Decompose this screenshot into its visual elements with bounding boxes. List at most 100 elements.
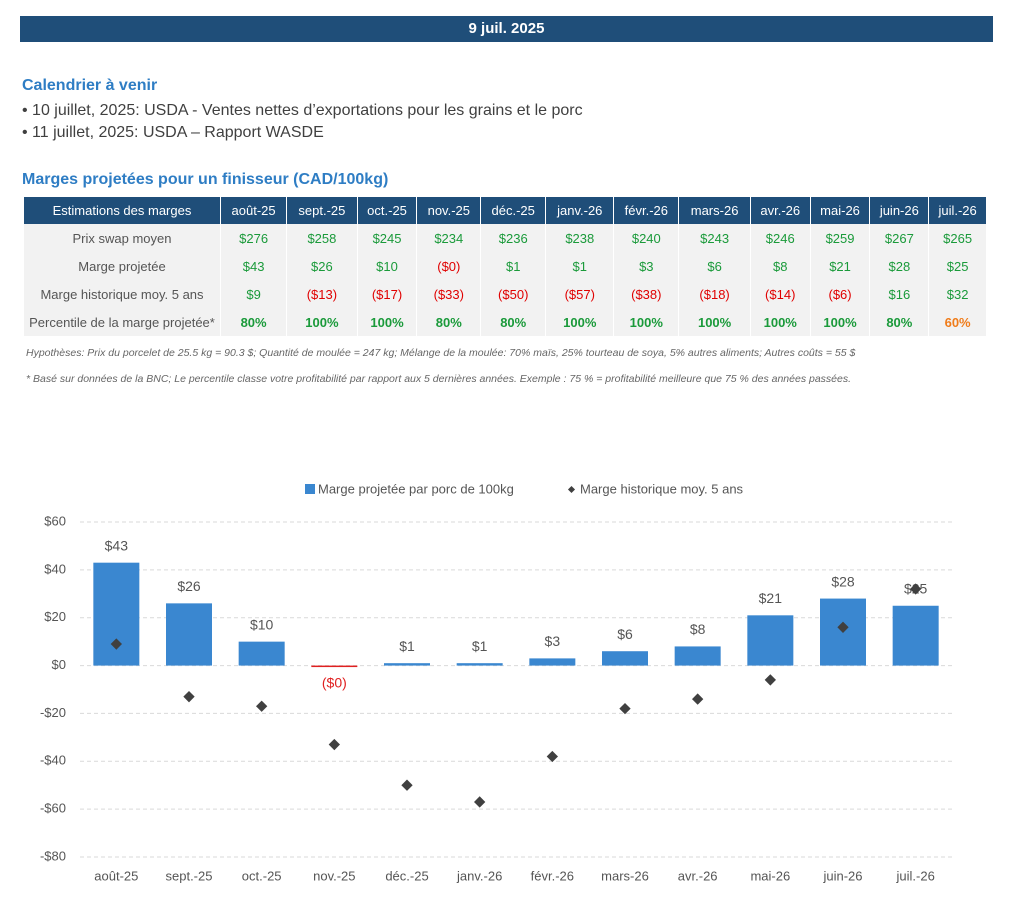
table-cell: $1: [480, 252, 547, 280]
calendar-list: 10 juillet, 2025: USDA - Ventes nettes d…: [22, 100, 583, 144]
calendar-title: Calendrier à venir: [22, 77, 158, 94]
table-cell: 100%: [545, 308, 615, 336]
table-cell: $240: [613, 224, 680, 252]
bar: [602, 651, 648, 666]
table-cell: 100%: [810, 308, 871, 336]
calendar-item: 10 juillet, 2025: USDA - Ventes nettes d…: [22, 100, 583, 122]
x-tick-label: mai-26: [750, 868, 790, 883]
table-cell: 100%: [613, 308, 680, 336]
data-label: $1: [472, 638, 488, 654]
table-cell: 80%: [869, 308, 930, 336]
table-cell: ($57): [545, 280, 615, 308]
point: [474, 796, 486, 808]
legend-marker: [567, 485, 576, 494]
bar: [166, 603, 212, 666]
table-cell: ($14): [750, 280, 811, 308]
table-row: Percentile de la marge projetée* 80% 100% 1…: [24, 308, 987, 336]
table-cell: 80%: [480, 308, 547, 336]
bar: [384, 663, 430, 666]
table-cell: 100%: [357, 308, 418, 336]
data-label: ($0): [322, 674, 347, 690]
y-tick-label: $0: [52, 657, 66, 672]
table-cell: $234: [416, 224, 482, 252]
x-tick-label: janv.-26: [456, 868, 502, 883]
row-label: Prix swap moyen: [24, 224, 221, 252]
data-label: $26: [177, 578, 201, 594]
table-cell: $246: [750, 224, 811, 252]
footnote: * Basé sur données de la BNC; Le percent…: [26, 373, 852, 385]
column-header: oct.-25: [357, 197, 418, 224]
y-tick-label: -$80: [40, 848, 66, 863]
table-cell: $243: [678, 224, 751, 252]
table-cell: ($13): [286, 280, 358, 308]
point: [256, 700, 268, 712]
table-cell: ($17): [357, 280, 418, 308]
data-label: $3: [545, 633, 561, 649]
y-tick-label: $20: [44, 609, 66, 624]
point: [183, 691, 195, 703]
x-tick-label: déc.-25: [385, 868, 428, 883]
x-tick-label: avr.-26: [678, 868, 718, 883]
row-label: Marge historique moy. 5 ans: [24, 280, 221, 308]
table-cell: ($18): [678, 280, 751, 308]
table-cell: ($6): [810, 280, 871, 308]
table-row: Marge historique moy. 5 ans $9 ($13) ($17)(…: [24, 280, 987, 308]
x-tick-label: févr.-26: [531, 868, 574, 883]
table-cell: $267: [869, 224, 930, 252]
point: [401, 779, 413, 791]
x-tick-label: oct.-25: [242, 868, 282, 883]
table-cell: $258: [286, 224, 358, 252]
y-tick-label: -$60: [40, 801, 66, 816]
data-label: $8: [690, 621, 706, 637]
chart: -$80 -$60 -$40 -$20 $0 $20 $40 $60 août-25 sept.-…: [40, 481, 952, 883]
table-cell: $3: [613, 252, 680, 280]
column-header: févr.-26: [613, 197, 680, 224]
header-row: Estimations des marges août-25 sept.-25 oct…: [24, 197, 987, 224]
point: [692, 693, 704, 705]
column-header: mars-26: [678, 197, 751, 224]
column-header: mai-26: [810, 197, 871, 224]
legend-marker: [305, 484, 315, 494]
table-cell: ($38): [613, 280, 680, 308]
table-cell: $265: [928, 224, 987, 252]
table-cell: ($50): [480, 280, 547, 308]
table-cell: $25: [928, 252, 987, 280]
x-tick-label: juil.-26: [896, 868, 935, 883]
table-cell: $238: [545, 224, 615, 252]
data-label: $21: [759, 590, 783, 606]
table-cell: 60%: [928, 308, 987, 336]
bar: [674, 646, 721, 666]
table-cell: 100%: [678, 308, 751, 336]
point: [764, 674, 776, 686]
table-cell: $6: [678, 252, 751, 280]
point: [619, 702, 631, 715]
table-cell: ($0): [416, 252, 482, 280]
table-cell: $236: [480, 224, 547, 252]
column-header: Estimations des marges: [24, 197, 221, 224]
data-label: $10: [250, 616, 274, 632]
table-cell: $259: [810, 224, 871, 252]
table-cell: $1: [545, 252, 615, 280]
bar: [93, 562, 140, 666]
x-tick-label: juin-26: [822, 868, 862, 883]
table-row: Prix swap moyen $276 $258 $245 $234 $236 $238 $…: [24, 224, 987, 252]
table-cell: $8: [750, 252, 811, 280]
table-cell: $21: [810, 252, 871, 280]
legend-label: Marge projetée par porc de 100kg: [318, 481, 514, 496]
column-header: sept.-25: [286, 197, 358, 224]
table-cell: 100%: [286, 308, 358, 336]
column-header: août-25: [220, 197, 288, 224]
column-header: juil.-26: [928, 197, 987, 224]
bar: [238, 641, 285, 666]
legend-label: Marge historique moy. 5 ans: [580, 481, 744, 496]
table-cell: 80%: [220, 308, 288, 336]
point: [546, 750, 558, 763]
column-header: avr.-26: [750, 197, 811, 224]
table-cell: ($33): [416, 280, 482, 308]
table-cell: $10: [357, 252, 418, 280]
table-row: Marge projetée $43 $26 $10 ($0) $1 $1 $3 $6 $8 $21…: [24, 252, 987, 280]
column-header: juin-26: [869, 197, 930, 224]
y-tick-label: $60: [44, 513, 66, 528]
bar: [747, 615, 794, 666]
